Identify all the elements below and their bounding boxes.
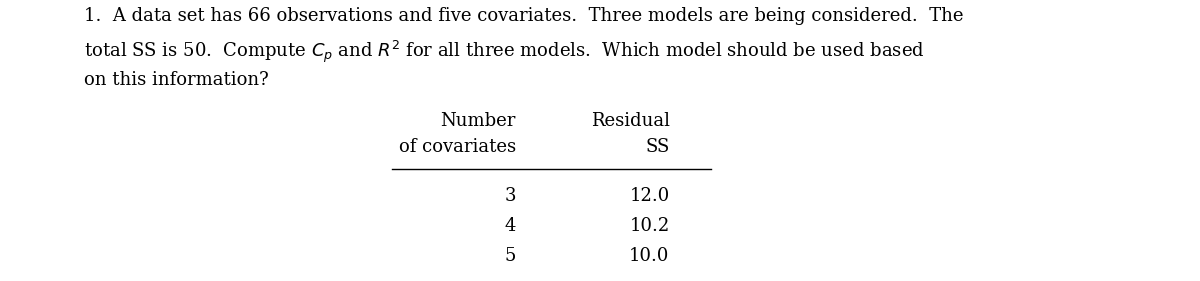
Text: 1.  A data set has 66 observations and five covariates.  Three models are being : 1. A data set has 66 observations and fi… bbox=[84, 7, 964, 25]
Text: SS: SS bbox=[646, 139, 670, 157]
Text: total SS is 50.  Compute $C_p$ and $R^2$ for all three models.  Which model shou: total SS is 50. Compute $C_p$ and $R^2$ … bbox=[84, 39, 925, 65]
Text: of covariates: of covariates bbox=[398, 139, 516, 157]
Text: Residual: Residual bbox=[590, 112, 670, 130]
Text: on this information?: on this information? bbox=[84, 71, 269, 89]
Text: Number: Number bbox=[440, 112, 516, 130]
Text: 5: 5 bbox=[504, 247, 516, 265]
Text: 12.0: 12.0 bbox=[629, 187, 670, 205]
Text: 10.0: 10.0 bbox=[629, 247, 670, 265]
Text: 10.2: 10.2 bbox=[629, 217, 670, 235]
Text: 4: 4 bbox=[504, 217, 516, 235]
Text: 3: 3 bbox=[504, 187, 516, 205]
